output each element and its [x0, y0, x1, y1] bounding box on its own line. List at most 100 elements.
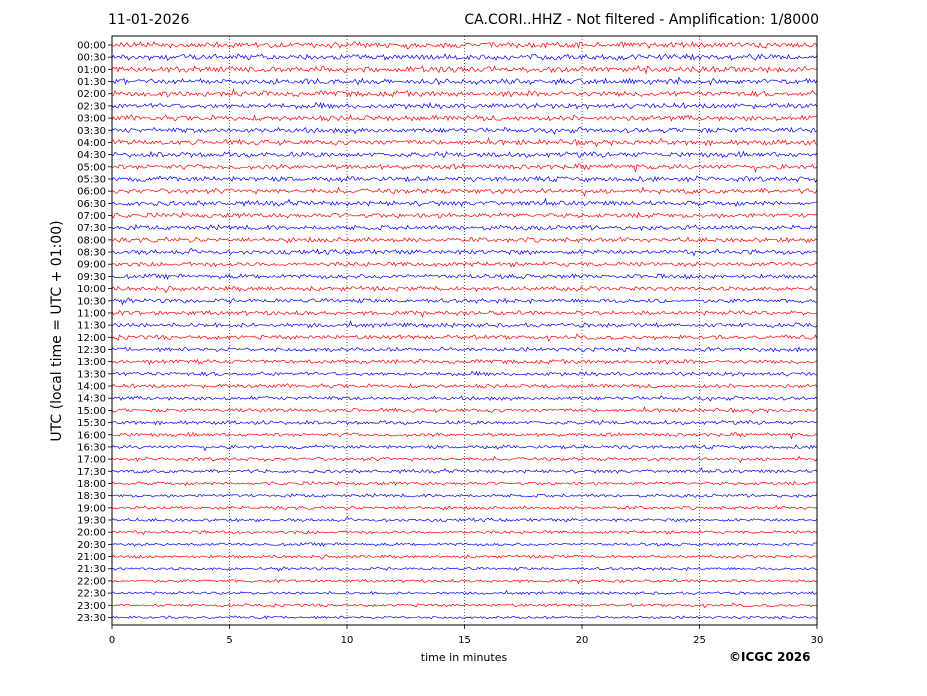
y-tick-label: 15:30	[77, 418, 106, 429]
date-label: 11-01-2026	[108, 12, 190, 28]
vertical-grid	[229, 36, 700, 625]
y-tick-label: 06:30	[77, 199, 106, 210]
y-tick-label: 14:00	[77, 382, 106, 393]
y-tick-label: 23:30	[77, 613, 106, 624]
trace-0400	[111, 136, 818, 148]
y-tick-label: 20:30	[77, 540, 106, 551]
trace-2230	[111, 589, 818, 596]
trace-0700	[111, 211, 818, 219]
trace-1030	[111, 297, 818, 306]
y-tick-label: 11:00	[77, 308, 106, 319]
y-tick-label: 13:00	[77, 357, 106, 368]
y-tick-label: 00:30	[77, 53, 106, 64]
y-tick-label: 07:00	[77, 211, 106, 222]
trace-0000	[111, 41, 818, 50]
trace-0730	[111, 224, 818, 232]
y-tick-label: 05:30	[77, 174, 106, 185]
y-tick-label: 04:30	[77, 150, 106, 161]
trace-1300	[111, 358, 818, 365]
trace-2030	[111, 542, 818, 547]
trace-1430	[111, 395, 818, 402]
y-tick-label: 12:30	[77, 345, 106, 356]
trace-0300	[111, 114, 818, 122]
x-axis-label: time in minutes	[420, 651, 508, 664]
trace-0930	[111, 273, 818, 280]
trace-0100	[111, 65, 818, 75]
trace-1130	[111, 320, 818, 329]
y-tick-label: 07:30	[77, 223, 106, 234]
y-tick-label: 14:30	[77, 394, 106, 405]
y-tick-label: 03:00	[77, 114, 106, 125]
y-tick-label: 00:00	[77, 41, 106, 52]
trace-1900	[111, 505, 818, 511]
y-tick-label: 08:30	[77, 248, 106, 259]
trace-0430	[111, 150, 818, 159]
trace-1200	[111, 333, 818, 342]
x-tick-label: 10	[341, 635, 354, 646]
y-tick-label: 09:30	[77, 272, 106, 283]
trace-1600	[111, 431, 818, 440]
y-tick-label: 12:00	[77, 333, 106, 344]
y-tick-label: 02:00	[77, 89, 106, 100]
copyright-label: ©ICGC 2026	[729, 650, 811, 664]
trace-0230	[111, 101, 818, 110]
trace-0630	[111, 197, 818, 208]
trace-0530	[111, 175, 818, 183]
trace-1630	[111, 444, 818, 452]
y-tick-label: 20:00	[77, 528, 106, 539]
y-tick-label: 10:30	[77, 296, 106, 307]
y-tick-label: 09:00	[77, 260, 106, 271]
y-tick-label: 16:30	[77, 442, 106, 453]
trace-1330	[111, 370, 818, 377]
x-tick-label: 0	[109, 635, 115, 646]
trace-2300	[111, 602, 818, 609]
trace-2100	[111, 554, 818, 560]
y-tick-label: 04:00	[77, 138, 106, 149]
trace-0900	[111, 260, 818, 268]
trace-1400	[111, 383, 818, 389]
y-tick-label: 11:30	[77, 321, 106, 332]
y-tick-label: 17:00	[77, 455, 106, 466]
trace-0600	[111, 186, 818, 197]
y-tick-label: 21:00	[77, 552, 106, 563]
y-tick-label: 02:30	[77, 101, 106, 112]
y-tick-label: 19:30	[77, 516, 106, 527]
y-tick-label: 16:00	[77, 430, 106, 441]
trace-1100	[111, 309, 818, 319]
trace-2130	[111, 566, 818, 572]
y-tick-label: 18:00	[77, 479, 106, 490]
x-tick-labels: 0 5 10 15 20 25 30	[109, 625, 823, 646]
trace-0130	[111, 76, 818, 86]
trace-0030	[111, 53, 818, 61]
y-tick-label: 05:00	[77, 162, 106, 173]
trace-1730	[111, 467, 818, 474]
trace-2200	[111, 578, 818, 585]
trace-group	[111, 41, 818, 620]
x-tick-label: 20	[576, 635, 589, 646]
y-tick-label: 22:00	[77, 576, 106, 587]
trace-1000	[111, 285, 818, 294]
y-tick-label: 18:30	[77, 491, 106, 502]
y-tick-label: 17:30	[77, 467, 106, 478]
trace-0500	[111, 162, 818, 174]
y-tick-label: 08:00	[77, 235, 106, 246]
trace-0200	[111, 87, 818, 98]
y-tick-label: 19:00	[77, 503, 106, 514]
y-axis-label: UTC (local time = UTC + 01:00)	[49, 220, 65, 442]
x-tick-label: 15	[458, 635, 471, 646]
y-tick-label: 01:00	[77, 65, 106, 76]
trace-1800	[111, 480, 818, 487]
y-tick-label: 03:30	[77, 126, 106, 137]
chart-title: CA.CORI..HHZ - Not filtered - Amplificat…	[464, 12, 819, 28]
trace-1830	[111, 493, 818, 499]
trace-0830	[111, 247, 818, 257]
trace-0800	[111, 236, 818, 244]
x-tick-label: 5	[226, 635, 232, 646]
trace-0330	[111, 126, 818, 135]
y-tick-label: 15:00	[77, 406, 106, 417]
y-tick-label: 01:30	[77, 77, 106, 88]
y-tick-label: 13:30	[77, 369, 106, 380]
trace-2000	[111, 529, 818, 536]
